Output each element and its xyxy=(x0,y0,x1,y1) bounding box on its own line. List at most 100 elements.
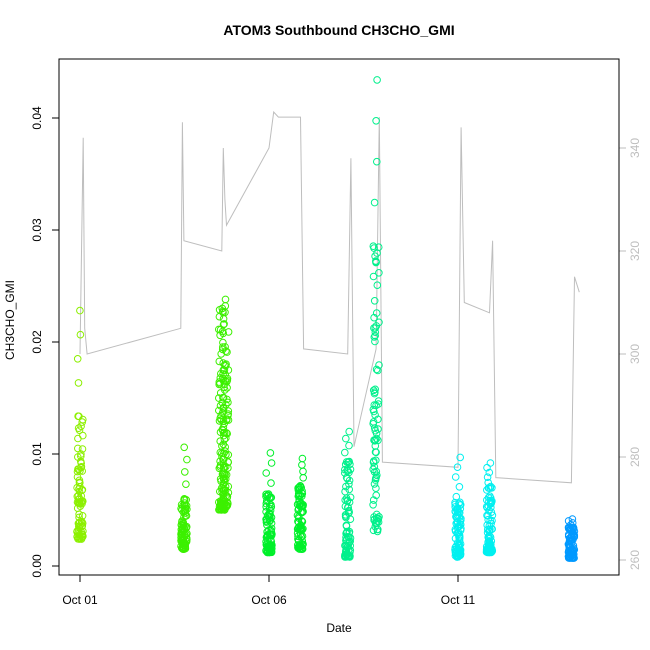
data-point xyxy=(219,455,228,464)
data-point xyxy=(343,496,352,505)
data-point xyxy=(177,530,185,538)
x-tick-label: Oct 01 xyxy=(62,593,98,607)
data-point xyxy=(451,549,460,558)
data-point xyxy=(369,386,378,395)
data-point xyxy=(369,496,378,504)
data-point xyxy=(223,501,232,510)
data-point xyxy=(488,548,496,556)
data-point xyxy=(75,487,84,496)
data-point xyxy=(342,434,350,443)
data-point xyxy=(369,458,378,467)
data-point xyxy=(221,475,230,483)
data-point xyxy=(370,480,379,488)
x-tick-label: Oct 06 xyxy=(251,593,287,607)
y2-tick-label: 340 xyxy=(628,138,642,158)
flight-group xyxy=(369,76,383,536)
data-point xyxy=(181,504,190,513)
data-point xyxy=(220,320,228,328)
x-tick-label: Oct 11 xyxy=(441,593,476,607)
data-point xyxy=(267,537,276,546)
data-point xyxy=(222,347,230,355)
data-point xyxy=(373,157,381,166)
data-point xyxy=(73,504,82,513)
data-point xyxy=(371,337,379,346)
data-point xyxy=(345,427,354,436)
data-point xyxy=(372,491,381,500)
data-point xyxy=(485,527,494,536)
data-point xyxy=(219,460,228,468)
data-point xyxy=(78,445,87,453)
data-point xyxy=(484,538,492,546)
y-tick-label: 0.02 xyxy=(30,330,44,354)
data-point xyxy=(215,325,223,334)
data-point xyxy=(369,501,377,509)
data-point xyxy=(345,506,353,515)
data-point xyxy=(570,546,579,554)
data-point xyxy=(374,243,383,251)
data-point xyxy=(74,434,82,443)
data-point xyxy=(77,422,85,431)
data-point xyxy=(567,526,576,535)
data-point xyxy=(79,497,87,506)
data-point xyxy=(78,512,87,520)
y2-tick-label: 320 xyxy=(628,241,642,261)
y2-tick-label: 300 xyxy=(628,344,642,364)
data-point xyxy=(293,500,302,509)
data-point xyxy=(487,499,495,507)
data-point xyxy=(222,450,230,459)
data-point xyxy=(371,331,380,340)
data-point xyxy=(455,499,463,508)
data-point xyxy=(453,463,462,472)
data-point xyxy=(483,504,492,512)
data-point xyxy=(224,328,233,336)
data-point xyxy=(374,397,383,405)
data-point xyxy=(223,384,231,392)
flight-group xyxy=(451,453,465,561)
data-point xyxy=(484,525,492,534)
data-point xyxy=(224,464,232,472)
data-point xyxy=(341,469,349,477)
data-point xyxy=(372,365,381,374)
data-point xyxy=(224,482,233,491)
data-point xyxy=(374,400,383,408)
data-point xyxy=(455,483,464,491)
data-point xyxy=(453,518,462,527)
data-point xyxy=(76,534,85,543)
data-point xyxy=(75,412,83,421)
flight-group xyxy=(218,295,233,514)
plot-frame xyxy=(58,58,620,576)
data-point xyxy=(222,434,230,442)
data-point xyxy=(297,483,306,492)
data-point xyxy=(341,512,350,521)
data-point xyxy=(565,552,573,560)
data-point xyxy=(218,426,227,435)
data-point xyxy=(487,544,495,553)
data-point xyxy=(370,401,379,409)
y-tick-label: 0.03 xyxy=(30,218,44,242)
flight-group xyxy=(293,454,308,554)
data-point xyxy=(221,370,229,379)
data-point xyxy=(297,533,306,541)
data-point xyxy=(267,530,275,539)
data-point xyxy=(370,462,379,471)
data-point xyxy=(372,473,381,482)
data-point xyxy=(372,258,380,266)
data-point xyxy=(267,459,276,467)
x-axis-label: Date xyxy=(326,621,352,635)
data-point xyxy=(182,496,190,504)
data-point xyxy=(565,538,574,546)
data-point xyxy=(182,480,190,489)
data-point xyxy=(374,366,382,375)
data-point xyxy=(265,493,274,502)
data-point xyxy=(454,523,463,531)
data-point xyxy=(455,532,464,541)
data-point xyxy=(484,478,493,487)
data-point xyxy=(371,411,379,419)
data-point xyxy=(76,306,84,315)
data-point xyxy=(369,420,378,428)
data-point xyxy=(371,476,380,484)
data-point xyxy=(372,448,380,457)
data-point xyxy=(342,536,350,545)
data-point xyxy=(219,480,228,489)
data-point xyxy=(262,499,271,508)
